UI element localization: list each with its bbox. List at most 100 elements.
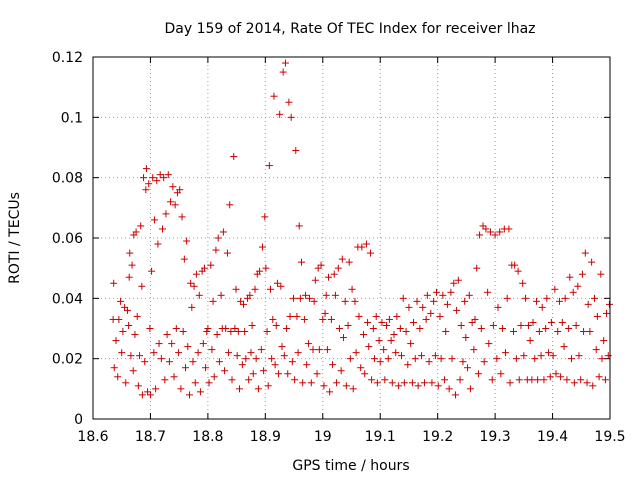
data-point <box>232 285 240 293</box>
data-point <box>470 346 478 354</box>
data-point <box>117 297 125 305</box>
data-point <box>322 291 330 299</box>
data-point <box>233 352 241 360</box>
data-point <box>448 355 456 363</box>
data-point <box>335 325 343 332</box>
data-point <box>219 228 227 236</box>
data-point <box>157 355 165 363</box>
data-point <box>381 376 389 384</box>
data-point <box>167 198 175 206</box>
data-point <box>598 355 606 363</box>
data-point <box>442 328 450 336</box>
data-point <box>114 373 122 381</box>
plot-frame <box>92 56 611 420</box>
data-point <box>375 337 383 345</box>
data-point <box>593 312 601 320</box>
data-point <box>269 315 277 323</box>
data-point <box>212 246 220 254</box>
data-point <box>334 264 342 272</box>
data-point <box>515 376 523 384</box>
data-point <box>257 346 265 354</box>
data-point <box>260 367 268 375</box>
data-point <box>569 288 577 296</box>
data-point <box>176 186 184 194</box>
data-point <box>281 59 289 67</box>
data-point <box>589 382 597 390</box>
data-point <box>292 147 300 155</box>
data-point <box>319 315 327 323</box>
data-point <box>251 285 259 293</box>
y-tick-label: 0.06 <box>52 231 83 247</box>
data-point <box>314 264 322 272</box>
data-point <box>121 303 129 311</box>
data-point <box>208 346 216 354</box>
data-point <box>514 267 522 275</box>
data-point <box>228 376 236 384</box>
data-point <box>171 201 179 209</box>
data-point <box>187 279 195 287</box>
data-point <box>445 385 453 393</box>
data-point <box>225 349 233 357</box>
data-point <box>348 285 356 293</box>
data-point <box>450 279 458 287</box>
data-point <box>226 201 234 209</box>
data-point <box>119 328 127 336</box>
data-point <box>454 276 462 284</box>
data-point <box>161 376 169 384</box>
data-point <box>529 318 537 326</box>
data-point <box>293 312 301 320</box>
data-point <box>351 297 359 305</box>
y-axis-label: ROTI / TECUs <box>7 192 23 284</box>
data-point <box>383 321 391 329</box>
data-point <box>453 306 461 314</box>
data-point <box>364 318 372 326</box>
data-point <box>405 303 413 311</box>
data-point <box>165 358 173 366</box>
data-point <box>275 370 283 378</box>
data-point <box>535 328 543 336</box>
data-point <box>150 216 158 224</box>
data-point <box>349 385 357 393</box>
data-point <box>271 361 279 369</box>
data-point <box>428 379 436 387</box>
data-point <box>422 315 430 323</box>
data-points <box>109 59 613 399</box>
data-point <box>231 325 239 332</box>
data-point <box>179 328 187 336</box>
data-point <box>540 376 548 384</box>
data-point <box>346 355 354 363</box>
data-point <box>214 234 222 242</box>
data-point <box>551 285 559 293</box>
data-point <box>355 312 363 320</box>
data-point <box>310 297 318 305</box>
data-point <box>329 361 337 369</box>
x-tick-label: 18.9 <box>250 429 281 445</box>
data-point <box>177 385 185 393</box>
data-point <box>532 297 540 305</box>
data-point <box>183 237 191 245</box>
data-point <box>572 321 580 329</box>
data-point <box>431 352 439 360</box>
data-point <box>503 294 511 302</box>
data-point <box>399 294 407 302</box>
data-point <box>258 243 266 251</box>
data-point <box>280 352 288 360</box>
data-point <box>457 321 465 329</box>
data-point <box>580 328 588 336</box>
data-point <box>385 315 393 323</box>
data-point <box>430 297 438 305</box>
data-point <box>537 352 545 360</box>
data-point <box>471 315 479 323</box>
data-point <box>477 325 485 332</box>
data-point <box>423 291 431 299</box>
y-tick-label: 0.08 <box>52 171 83 187</box>
data-point <box>200 264 208 272</box>
data-point <box>484 288 492 296</box>
data-point <box>558 318 566 326</box>
data-point <box>311 276 319 284</box>
data-point <box>345 258 353 266</box>
data-point <box>142 165 150 173</box>
data-point <box>451 391 459 399</box>
data-point <box>447 288 455 296</box>
data-point <box>600 337 608 345</box>
